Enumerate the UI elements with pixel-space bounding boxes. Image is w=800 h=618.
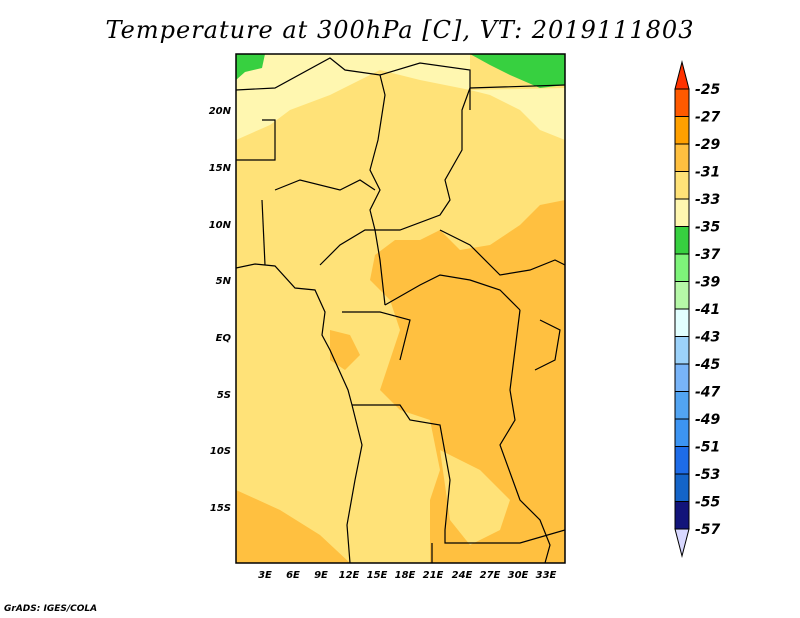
lat-label: 15N xyxy=(209,163,232,174)
colorbar-label: -55 xyxy=(695,495,721,511)
colorbar xyxy=(674,60,690,558)
colorbar-box xyxy=(674,418,690,447)
lat-axis: 20N 15N 10N 5N EQ 5S 10S 15S xyxy=(209,106,232,514)
credit-text: GrADS: IGES/COLA xyxy=(4,604,98,614)
colorbar-box xyxy=(674,308,690,337)
lat-label: 5N xyxy=(216,276,232,287)
field-band-35-37 xyxy=(470,54,565,88)
colorbar-box xyxy=(674,253,690,282)
colorbar-box xyxy=(674,363,690,392)
colorbar-label: -31 xyxy=(695,165,720,181)
colorbar-box xyxy=(674,171,690,200)
colorbar-label: -25 xyxy=(695,82,721,98)
colorbar-box xyxy=(674,446,690,475)
field-band-33-35 xyxy=(470,88,565,140)
colorbar-label: -33 xyxy=(695,192,720,208)
colorbar-box xyxy=(674,88,690,117)
lon-label: 12E xyxy=(339,570,360,581)
lat-label: EQ xyxy=(216,333,232,344)
lat-label: 20N xyxy=(209,106,232,117)
colorbar-bottom-arrow xyxy=(674,528,690,558)
lon-label: 15E xyxy=(367,570,388,581)
field-band-29-31 xyxy=(236,490,350,563)
colorbar-labels: -25 -27 -29 -31 -33 -35 -37 -39 -41 -43 … xyxy=(695,82,721,538)
lon-label: 21E xyxy=(423,570,444,581)
colorbar-label: -57 xyxy=(695,522,721,538)
colorbar-label: -29 xyxy=(695,137,721,153)
colorbar-box xyxy=(674,391,690,420)
colorbar-box xyxy=(674,281,690,310)
field-band-33-35 xyxy=(236,54,470,140)
lon-label: 30E xyxy=(508,570,529,581)
lon-label: 3E xyxy=(258,570,272,581)
lon-axis: 3E 6E 9E 12E 15E 18E 21E 24E 27E 30E 33E xyxy=(258,570,556,581)
colorbar-label: -43 xyxy=(695,330,720,346)
colorbar-label: -41 xyxy=(695,302,720,318)
colorbar-box xyxy=(674,473,690,502)
temperature-field xyxy=(236,54,565,563)
colorbar-label: -45 xyxy=(695,357,721,373)
lat-label: 5S xyxy=(217,390,231,401)
lon-label: 6E xyxy=(286,570,300,581)
colorbar-label: -35 xyxy=(695,220,721,236)
field-band-29-31 xyxy=(370,200,565,563)
field-band-29-31 xyxy=(330,330,360,370)
lon-label: 9E xyxy=(314,570,328,581)
colorbar-top-arrow xyxy=(674,60,690,90)
lon-label: 33E xyxy=(536,570,557,581)
lat-label: 15S xyxy=(210,503,231,514)
map-frame xyxy=(235,53,566,564)
colorbar-label: -39 xyxy=(695,275,721,291)
colorbar-box xyxy=(674,198,690,227)
colorbar-label: -27 xyxy=(695,110,721,126)
colorbar-box xyxy=(674,336,690,365)
plot-title: Temperature at 300hPa [C], VT: 201911180… xyxy=(105,16,695,44)
colorbar-label: -53 xyxy=(695,467,720,483)
lon-label: 24E xyxy=(452,570,473,581)
field-band-31-33 xyxy=(440,450,510,545)
colorbar-label: -49 xyxy=(695,412,721,428)
lon-label: 18E xyxy=(395,570,416,581)
colorbar-label: -51 xyxy=(695,440,720,456)
lat-label: 10N xyxy=(209,220,232,231)
borders-coastlines xyxy=(236,57,565,563)
colorbar-box xyxy=(674,116,690,145)
lon-label: 27E xyxy=(480,570,501,581)
colorbar-box xyxy=(674,501,690,530)
colorbar-box xyxy=(674,143,690,172)
colorbar-label: -47 xyxy=(695,385,721,401)
colorbar-box xyxy=(674,226,690,255)
lat-label: 10S xyxy=(210,446,231,457)
field-band-35-37 xyxy=(236,54,265,80)
colorbar-label: -37 xyxy=(695,247,721,263)
